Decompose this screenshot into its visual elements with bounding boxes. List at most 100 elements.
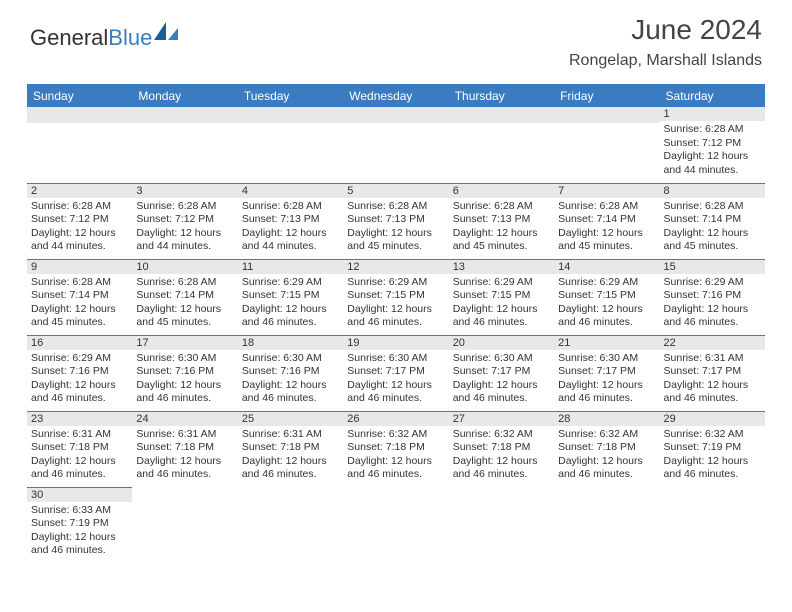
- calendar-cell: [132, 487, 237, 563]
- day-sunset: Sunset: 7:14 PM: [31, 289, 128, 303]
- calendar-cell: [449, 487, 554, 563]
- empty-daynum: [238, 107, 343, 123]
- day-daylight1: Daylight: 12 hours: [347, 455, 444, 469]
- day-number: 24: [132, 412, 237, 426]
- day-daylight2: and 46 minutes.: [664, 468, 761, 482]
- day-sunset: Sunset: 7:12 PM: [31, 213, 128, 227]
- day-sunrise: Sunrise: 6:28 AM: [31, 200, 128, 214]
- day-number: 11: [238, 260, 343, 274]
- day-daylight2: and 46 minutes.: [558, 316, 655, 330]
- empty-daynum: [27, 107, 132, 123]
- day-daylight1: Daylight: 12 hours: [136, 379, 233, 393]
- calendar-week: 1Sunrise: 6:28 AMSunset: 7:12 PMDaylight…: [27, 107, 765, 183]
- day-content: Sunrise: 6:31 AMSunset: 7:17 PMDaylight:…: [660, 350, 765, 411]
- calendar-cell: [343, 107, 448, 183]
- day-sunset: Sunset: 7:19 PM: [31, 517, 128, 531]
- day-sunset: Sunset: 7:16 PM: [31, 365, 128, 379]
- day-number: 6: [449, 184, 554, 198]
- calendar-cell: 3Sunrise: 6:28 AMSunset: 7:12 PMDaylight…: [132, 183, 237, 259]
- calendar-cell: 18Sunrise: 6:30 AMSunset: 7:16 PMDayligh…: [238, 335, 343, 411]
- day-number: 25: [238, 412, 343, 426]
- day-daylight2: and 46 minutes.: [453, 468, 550, 482]
- day-number: 18: [238, 336, 343, 350]
- day-daylight1: Daylight: 12 hours: [664, 455, 761, 469]
- day-daylight2: and 46 minutes.: [453, 316, 550, 330]
- calendar-cell: 4Sunrise: 6:28 AMSunset: 7:13 PMDaylight…: [238, 183, 343, 259]
- day-number: 13: [449, 260, 554, 274]
- brand-logo: GeneralBlue: [30, 22, 180, 54]
- day-header: Friday: [554, 85, 659, 108]
- day-daylight1: Daylight: 12 hours: [242, 227, 339, 241]
- day-daylight2: and 46 minutes.: [664, 316, 761, 330]
- day-number: 7: [554, 184, 659, 198]
- calendar-cell: 28Sunrise: 6:32 AMSunset: 7:18 PMDayligh…: [554, 411, 659, 487]
- day-sunset: Sunset: 7:12 PM: [136, 213, 233, 227]
- day-content: Sunrise: 6:28 AMSunset: 7:14 PMDaylight:…: [27, 274, 132, 335]
- day-daylight1: Daylight: 12 hours: [242, 379, 339, 393]
- month-title: June 2024: [569, 14, 762, 46]
- day-sunset: Sunset: 7:17 PM: [558, 365, 655, 379]
- calendar-cell: 21Sunrise: 6:30 AMSunset: 7:17 PMDayligh…: [554, 335, 659, 411]
- calendar-cell: 10Sunrise: 6:28 AMSunset: 7:14 PMDayligh…: [132, 259, 237, 335]
- calendar-table: SundayMondayTuesdayWednesdayThursdayFrid…: [27, 84, 765, 563]
- day-number: 2: [27, 184, 132, 198]
- day-number: 5: [343, 184, 448, 198]
- day-content: Sunrise: 6:33 AMSunset: 7:19 PMDaylight:…: [27, 502, 132, 563]
- day-daylight2: and 46 minutes.: [242, 468, 339, 482]
- day-daylight2: and 46 minutes.: [347, 392, 444, 406]
- calendar-cell: [554, 107, 659, 183]
- calendar-cell: 17Sunrise: 6:30 AMSunset: 7:16 PMDayligh…: [132, 335, 237, 411]
- day-sunset: Sunset: 7:17 PM: [453, 365, 550, 379]
- day-daylight2: and 46 minutes.: [347, 468, 444, 482]
- calendar-cell: [132, 107, 237, 183]
- day-daylight1: Daylight: 12 hours: [453, 379, 550, 393]
- calendar-cell: 16Sunrise: 6:29 AMSunset: 7:16 PMDayligh…: [27, 335, 132, 411]
- day-number: 27: [449, 412, 554, 426]
- day-content: Sunrise: 6:28 AMSunset: 7:13 PMDaylight:…: [343, 198, 448, 259]
- day-daylight1: Daylight: 12 hours: [242, 455, 339, 469]
- day-content: Sunrise: 6:28 AMSunset: 7:12 PMDaylight:…: [660, 121, 765, 182]
- day-sunrise: Sunrise: 6:30 AM: [136, 352, 233, 366]
- day-sunrise: Sunrise: 6:28 AM: [347, 200, 444, 214]
- day-content: Sunrise: 6:29 AMSunset: 7:15 PMDaylight:…: [343, 274, 448, 335]
- day-daylight2: and 46 minutes.: [558, 468, 655, 482]
- day-daylight2: and 45 minutes.: [347, 240, 444, 254]
- day-sunset: Sunset: 7:19 PM: [664, 441, 761, 455]
- day-daylight2: and 44 minutes.: [136, 240, 233, 254]
- calendar-cell: 9Sunrise: 6:28 AMSunset: 7:14 PMDaylight…: [27, 259, 132, 335]
- day-daylight2: and 44 minutes.: [664, 164, 761, 178]
- day-header: Sunday: [27, 85, 132, 108]
- calendar-cell: [660, 487, 765, 563]
- day-number: 14: [554, 260, 659, 274]
- day-daylight1: Daylight: 12 hours: [31, 379, 128, 393]
- day-number: 8: [660, 184, 765, 198]
- day-sunrise: Sunrise: 6:28 AM: [558, 200, 655, 214]
- day-content: Sunrise: 6:30 AMSunset: 7:16 PMDaylight:…: [238, 350, 343, 411]
- day-sunrise: Sunrise: 6:32 AM: [453, 428, 550, 442]
- day-sunset: Sunset: 7:13 PM: [242, 213, 339, 227]
- day-daylight1: Daylight: 12 hours: [664, 303, 761, 317]
- day-content: Sunrise: 6:32 AMSunset: 7:18 PMDaylight:…: [554, 426, 659, 487]
- day-sunrise: Sunrise: 6:28 AM: [136, 276, 233, 290]
- day-number: 26: [343, 412, 448, 426]
- day-daylight2: and 45 minutes.: [31, 316, 128, 330]
- calendar-cell: 30Sunrise: 6:33 AMSunset: 7:19 PMDayligh…: [27, 487, 132, 563]
- day-content: Sunrise: 6:28 AMSunset: 7:12 PMDaylight:…: [132, 198, 237, 259]
- day-number: 21: [554, 336, 659, 350]
- day-number: 19: [343, 336, 448, 350]
- day-sunset: Sunset: 7:13 PM: [453, 213, 550, 227]
- day-daylight1: Daylight: 12 hours: [664, 379, 761, 393]
- calendar-cell: 26Sunrise: 6:32 AMSunset: 7:18 PMDayligh…: [343, 411, 448, 487]
- day-sunset: Sunset: 7:15 PM: [558, 289, 655, 303]
- calendar-cell: 6Sunrise: 6:28 AMSunset: 7:13 PMDaylight…: [449, 183, 554, 259]
- day-sunrise: Sunrise: 6:32 AM: [347, 428, 444, 442]
- day-number: 28: [554, 412, 659, 426]
- day-daylight1: Daylight: 12 hours: [453, 227, 550, 241]
- day-daylight1: Daylight: 12 hours: [31, 455, 128, 469]
- day-content: Sunrise: 6:28 AMSunset: 7:12 PMDaylight:…: [27, 198, 132, 259]
- day-daylight1: Daylight: 12 hours: [558, 379, 655, 393]
- day-sunset: Sunset: 7:18 PM: [136, 441, 233, 455]
- calendar-cell: 25Sunrise: 6:31 AMSunset: 7:18 PMDayligh…: [238, 411, 343, 487]
- day-sunset: Sunset: 7:15 PM: [242, 289, 339, 303]
- day-sunset: Sunset: 7:14 PM: [558, 213, 655, 227]
